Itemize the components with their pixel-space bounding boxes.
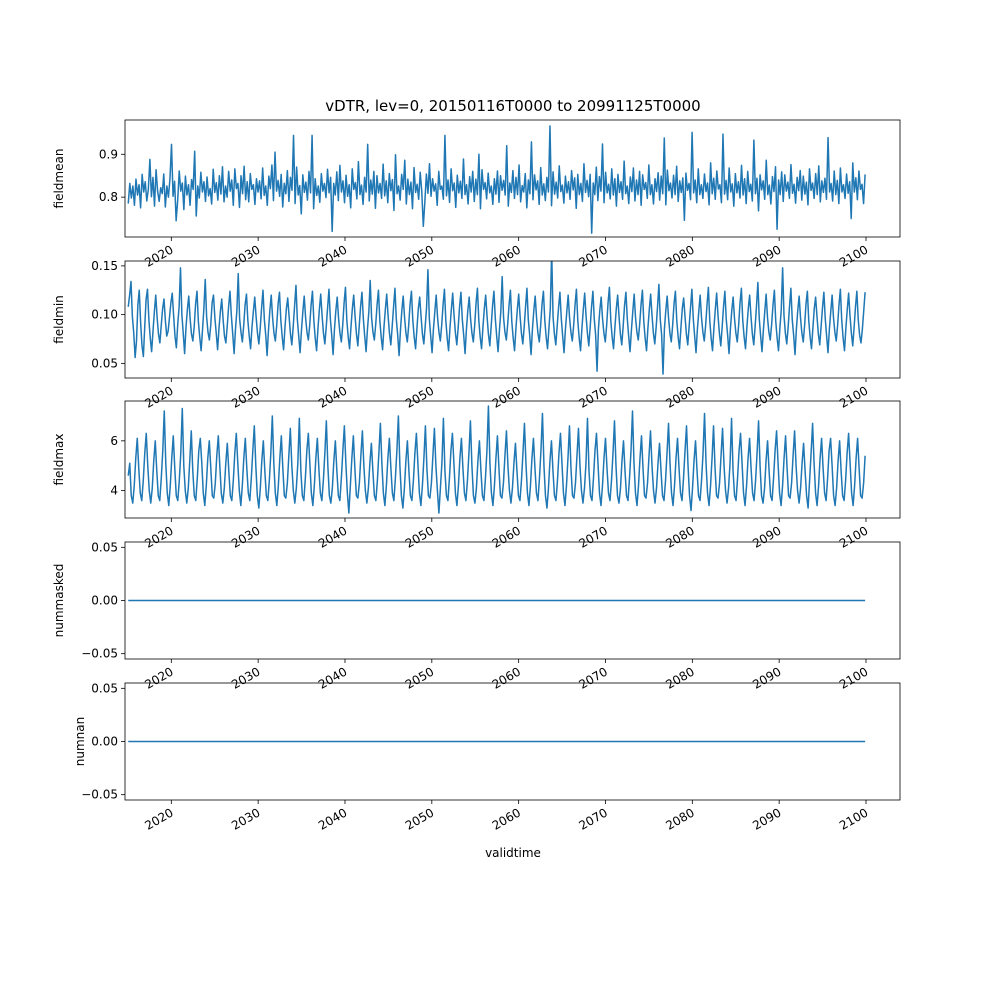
y-tick-label: 0.05 [91,540,118,554]
y-tick-label: 0.15 [91,259,118,273]
y-tick-label: 0.8 [99,190,118,204]
y-axis-label-nummasked: nummasked [52,564,66,638]
y-tick-label: 0.05 [91,356,118,370]
series-line-fieldmean [127,125,866,234]
y-tick-label: 0.05 [91,681,118,695]
y-tick-label: 0.10 [91,308,118,322]
axes-frame-fieldmean [124,119,901,238]
series-line-fieldmin [127,261,866,375]
chart-title: vDTR, lev=0, 20150116T0000 to 20991125T0… [325,97,700,115]
y-tick-label: 0.00 [91,735,118,749]
y-tick-label: 4 [110,484,118,498]
y-axis-label-fieldmin: fieldmin [52,295,66,344]
series-line-fieldmax [127,405,866,514]
y-tick-label: 0.9 [99,147,118,161]
y-axis-label-fieldmax: fieldmax [52,433,66,485]
y-tick-label: 0.00 [91,594,118,608]
axes-frame-fieldmax [124,400,901,519]
axes-frame-fieldmin [124,260,901,379]
y-tick-label: −0.05 [81,647,118,661]
y-axis-label-numnan: numnan [73,717,87,766]
y-axis-label-fieldmean: fieldmean [52,149,66,209]
x-axis-label: validtime [485,846,541,860]
y-tick-label: −0.05 [81,788,118,802]
y-tick-label: 6 [110,434,118,448]
